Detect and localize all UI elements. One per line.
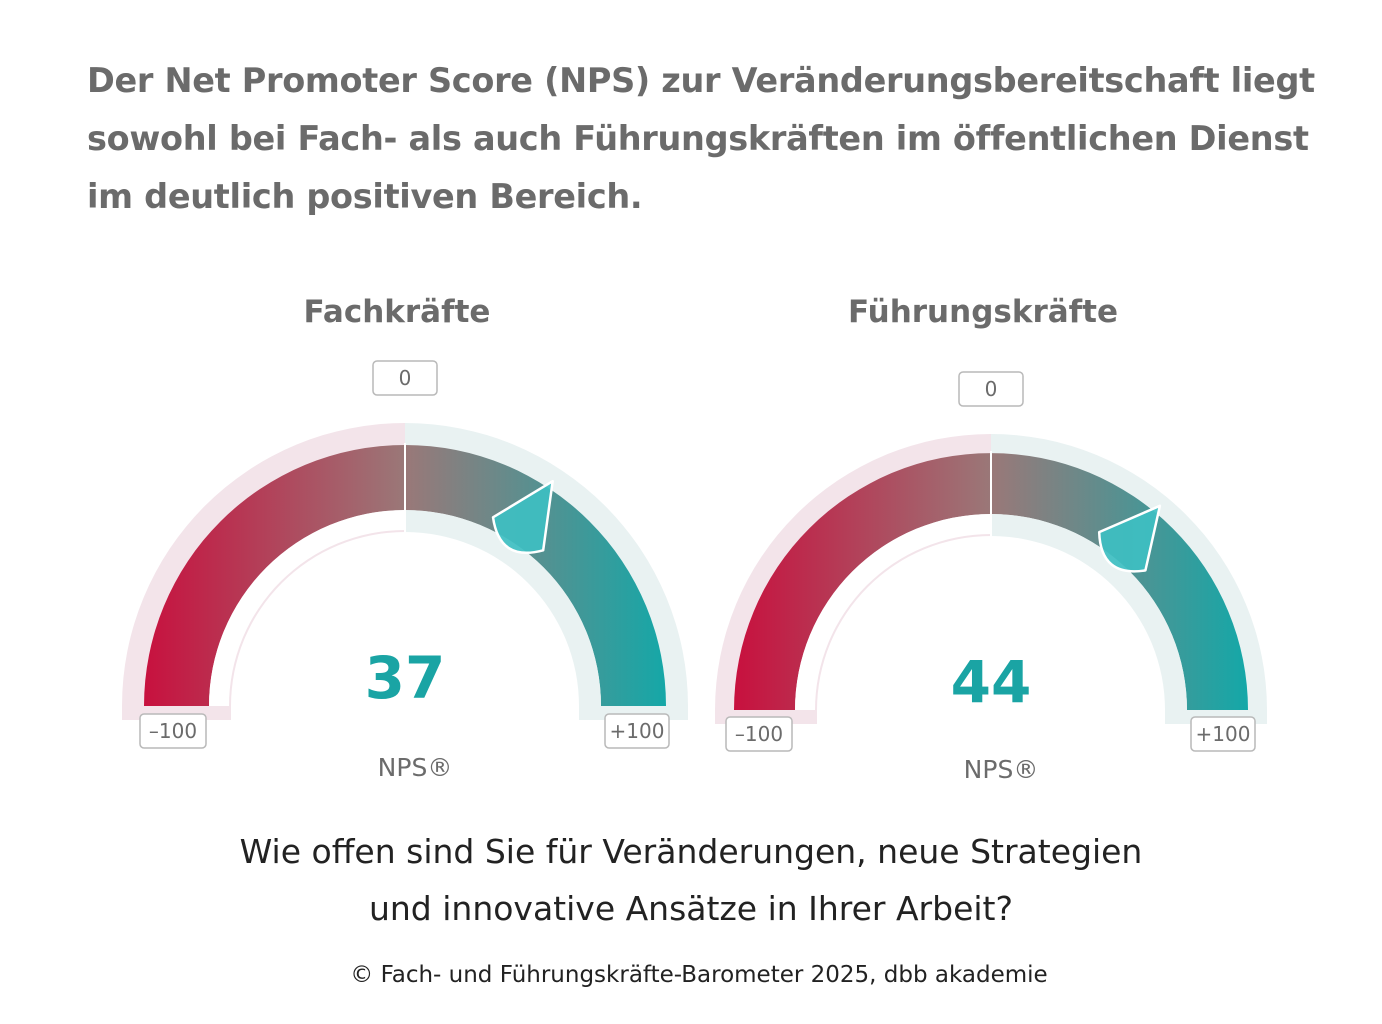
gauge-needle (491, 479, 554, 555)
headline-line: im deutlich positiven Bereich. (87, 177, 643, 216)
inner-divider-positive (991, 514, 1187, 710)
inner-divider-negative (209, 510, 405, 706)
zero-label-text: 0 (985, 377, 998, 401)
max-label: +100 (604, 713, 670, 749)
headline-line: Der Net Promoter Score (NPS) zur Verände… (87, 61, 1315, 100)
max-label-box (604, 713, 670, 749)
max-label-text: +100 (610, 719, 665, 743)
gauge-needle (1097, 504, 1162, 573)
nps-value: 44 (951, 648, 1032, 716)
gauges-figure: Fachkräfte 0 –100 +100 37 NPS® Führungskräfte… (122, 294, 1267, 784)
headline: Der Net Promoter Score (NPS) zur Verände… (87, 52, 1327, 226)
zero-label: 0 (958, 371, 1024, 407)
inner-divider-negative (795, 514, 991, 710)
nps-label: NPS® (378, 753, 453, 782)
source-note: © Fach- und Führungskräfte-Barometer 202… (350, 962, 1048, 988)
nps-label: NPS® (964, 755, 1039, 784)
zero-label-box (958, 371, 1024, 407)
question-line: und innovative Ansätze in Ihrer Arbeit? (368, 889, 1014, 928)
survey-question: Wie offen sind Sie für Veränderungen, ne… (0, 823, 1382, 937)
nps-value: 37 (365, 644, 446, 712)
max-label-box (1190, 716, 1256, 752)
gauge-fuehrungskraefte: Führungskräfte 0 –100 +100 44 NPS® (715, 294, 1267, 784)
min-label-text: –100 (149, 719, 197, 743)
max-label-text: +100 (1196, 722, 1251, 746)
min-label-text: –100 (735, 722, 783, 746)
min-label-box (139, 713, 207, 749)
inner-divider-positive (405, 510, 601, 706)
zero-label-text: 0 (399, 366, 412, 390)
gauge-fachkraefte: Fachkräfte 0 –100 +100 37 NPS® (122, 294, 688, 782)
min-label-box (725, 716, 793, 752)
min-label: –100 (725, 716, 793, 752)
question-line: Wie offen sind Sie für Veränderungen, ne… (239, 832, 1143, 871)
gauge-title: Fachkräfte (304, 294, 491, 330)
gauge-title: Führungskräfte (848, 294, 1118, 330)
max-label: +100 (1190, 716, 1256, 752)
gauge-band (734, 453, 1248, 710)
zero-label: 0 (372, 360, 438, 396)
min-label: –100 (139, 713, 207, 749)
zero-label-box (372, 360, 438, 396)
headline-line: sowohl bei Fach- als auch Führungskräfte… (87, 119, 1309, 158)
